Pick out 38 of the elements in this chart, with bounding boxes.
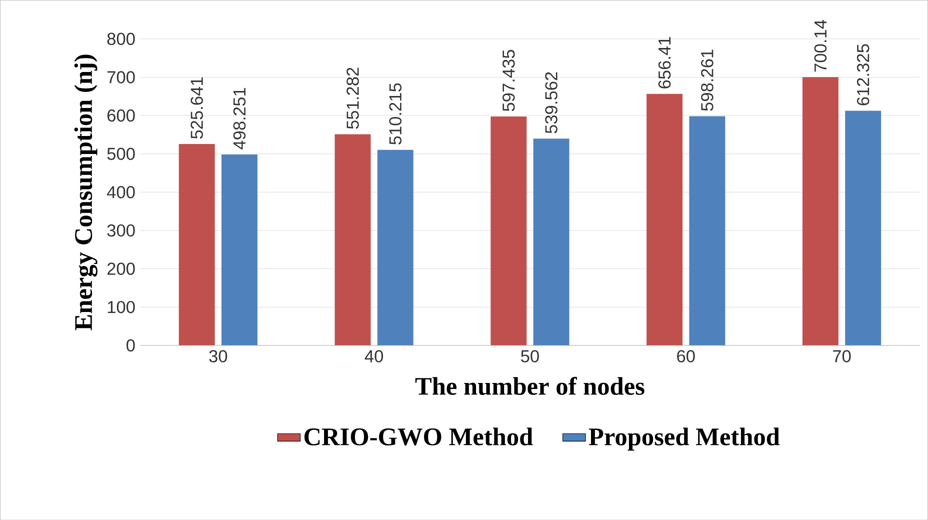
data-label: 700.14: [814, 20, 827, 72]
y-tick-label: 400: [106, 186, 135, 198]
y-tick-label: 200: [107, 262, 135, 275]
data-label: 510.215: [389, 83, 402, 144]
y-tick-label: 0: [126, 339, 135, 352]
data-label: 539.562: [545, 72, 558, 134]
x-tick-label: 40: [364, 350, 384, 362]
legend-label: Proposed Method: [588, 428, 780, 450]
x-tick-label: 70: [833, 350, 851, 362]
x-tick-label: 30: [209, 350, 228, 362]
x-tick-label: 60: [677, 350, 695, 362]
x-axis-title: The number of nodes: [415, 376, 644, 395]
legend-label: CRIO-GWO Method: [304, 428, 533, 446]
data-label: 612.325: [856, 44, 870, 106]
bar: [689, 116, 726, 346]
y-tick-label: 500: [107, 148, 135, 160]
y-axis-title: Energy Consumption (nj): [74, 54, 98, 330]
bar: [490, 116, 527, 346]
data-label: 598.261: [701, 50, 714, 111]
data-label: 498.251: [233, 88, 246, 150]
bar: [802, 77, 838, 346]
data-label: 656.41: [658, 36, 671, 88]
y-tick-label: 600: [107, 109, 135, 122]
bar: [377, 150, 414, 346]
data-label: 551.282: [346, 68, 359, 129]
x-tick-label: 50: [521, 350, 539, 362]
y-tick-label: 300: [107, 224, 135, 236]
bar: [221, 154, 258, 346]
y-tick-label: 100: [108, 300, 135, 314]
bar: [178, 144, 215, 346]
bar: [646, 94, 683, 346]
data-label: 597.435: [502, 50, 515, 112]
data-label: 525.641: [190, 77, 203, 139]
bar: [533, 138, 570, 346]
bar: [334, 134, 371, 346]
y-tick-label: 700: [107, 70, 135, 84]
bar: [845, 110, 882, 346]
y-tick-label: 800: [107, 32, 135, 45]
